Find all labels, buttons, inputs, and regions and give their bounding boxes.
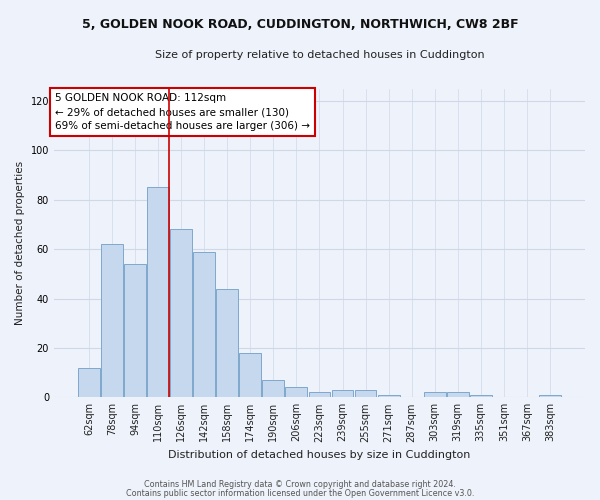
Bar: [147, 188, 169, 398]
Bar: [78, 368, 100, 398]
Title: Size of property relative to detached houses in Cuddington: Size of property relative to detached ho…: [155, 50, 484, 60]
Bar: [355, 390, 376, 398]
Bar: [286, 388, 307, 398]
Bar: [124, 264, 146, 398]
Text: Contains HM Land Registry data © Crown copyright and database right 2024.: Contains HM Land Registry data © Crown c…: [144, 480, 456, 489]
Bar: [424, 392, 446, 398]
Text: Contains public sector information licensed under the Open Government Licence v3: Contains public sector information licen…: [126, 488, 474, 498]
Bar: [101, 244, 123, 398]
Bar: [470, 395, 492, 398]
Bar: [170, 230, 192, 398]
Bar: [332, 390, 353, 398]
Bar: [193, 252, 215, 398]
Text: 5, GOLDEN NOOK ROAD, CUDDINGTON, NORTHWICH, CW8 2BF: 5, GOLDEN NOOK ROAD, CUDDINGTON, NORTHWI…: [82, 18, 518, 30]
Bar: [239, 353, 261, 398]
Text: 5 GOLDEN NOOK ROAD: 112sqm
← 29% of detached houses are smaller (130)
69% of sem: 5 GOLDEN NOOK ROAD: 112sqm ← 29% of deta…: [55, 93, 310, 131]
Bar: [262, 380, 284, 398]
Bar: [447, 392, 469, 398]
Bar: [217, 288, 238, 398]
Bar: [308, 392, 331, 398]
X-axis label: Distribution of detached houses by size in Cuddington: Distribution of detached houses by size …: [168, 450, 470, 460]
Y-axis label: Number of detached properties: Number of detached properties: [15, 161, 25, 325]
Bar: [377, 395, 400, 398]
Bar: [539, 395, 561, 398]
